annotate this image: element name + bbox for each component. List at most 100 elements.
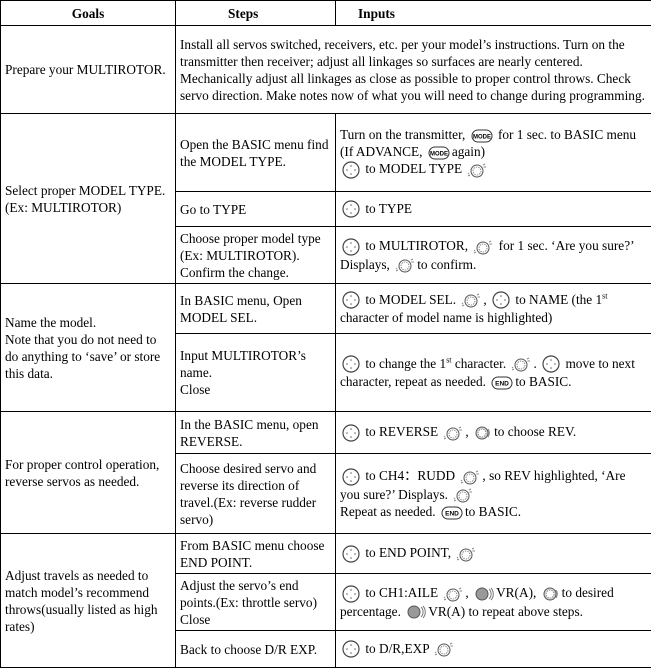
- table-row: Prepare your MULTIROTOR. Install all serv…: [0, 25, 651, 114]
- input-text: to desired percentage.: [340, 584, 614, 619]
- dpad-icon: [542, 355, 560, 374]
- end-button-icon: END: [491, 376, 513, 390]
- step-cell: Choose proper model type (Ex: MULTIROTOR…: [175, 226, 336, 284]
- svg-text:END: END: [495, 381, 509, 388]
- input-text: to confirm.: [417, 256, 477, 272]
- step-cell: Go to TYPE: [175, 191, 336, 227]
- inputs-cell: to MODEL SEL. , to NAME (the 1st charact…: [335, 283, 651, 334]
- table-row: Go to TYPE to TYPE: [1, 191, 651, 227]
- header-steps: Steps: [175, 0, 336, 26]
- input-text: VR(A),: [496, 584, 540, 600]
- dpad-icon: [342, 467, 360, 486]
- input-text: Install all servos switched, receivers, …: [180, 36, 645, 103]
- step-cell: In BASIC menu, Open MODEL SEL.: [175, 283, 336, 334]
- input-text: Turn on the transmitter,: [340, 127, 469, 143]
- inputs-cell: to D/R,EXP: [335, 630, 651, 668]
- svg-text:END: END: [445, 511, 459, 518]
- input-text: to NAME (the 1: [512, 291, 603, 307]
- superscript: st: [602, 291, 608, 301]
- push-dial-icon: [467, 162, 487, 178]
- end-button-icon: END: [441, 506, 463, 520]
- table-row: Adjust travels as needed to match model’…: [0, 533, 651, 668]
- input-text: to change the 1: [362, 355, 447, 371]
- step-cell: Back to choose D/R EXP.: [175, 630, 336, 668]
- input-text: .: [533, 355, 541, 371]
- goal-cell: Adjust travels as needed to match model’…: [0, 533, 176, 668]
- dpad-icon: [492, 291, 510, 310]
- step-cell: Adjust the servo’s end points.(Ex: throt…: [175, 573, 336, 631]
- input-text: to D/R,EXP: [362, 640, 433, 656]
- svg-text:MODE: MODE: [430, 151, 448, 157]
- input-text: ,: [465, 584, 473, 600]
- dpad-icon: [342, 161, 360, 179]
- dpad-icon: [342, 237, 360, 256]
- mode-button-icon: MODE: [471, 129, 493, 143]
- inputs-cell: to CH4：RUDD , so REV highlighted, ‘Are y…: [335, 453, 651, 534]
- input-text: character.: [451, 355, 510, 371]
- input-text: for 1 sec. to BASIC menu (If ADVANCE,: [340, 127, 637, 160]
- input-text: Repeat as needed.: [340, 504, 439, 520]
- inputs-cell: to CH1:AILE , VR(A), to desired percenta…: [335, 573, 651, 631]
- input-text: to BASIC.: [464, 504, 522, 520]
- vr-knob-icon: [474, 586, 494, 602]
- dpad-icon: [342, 584, 360, 603]
- push-dial-icon: [511, 356, 531, 372]
- svg-text:MODE: MODE: [473, 134, 491, 140]
- dpad-icon: [342, 200, 360, 219]
- table-row: Select proper MODEL TYPE. (Ex: MULTIROTOR…: [0, 113, 651, 284]
- rotary-dial-icon: [474, 425, 492, 441]
- inputs-cell: to MULTIROTOR, for 1 sec. ‘Are you sure?…: [335, 226, 651, 284]
- input-text: to MODEL SEL.: [362, 291, 460, 307]
- inputs-cell: to change the 1st character. . move to n…: [335, 333, 651, 412]
- inputs-cell: to TYPE: [335, 191, 651, 227]
- input-text: to BASIC.: [515, 374, 572, 390]
- table-row: For proper control operation, reverse se…: [0, 411, 651, 534]
- input-text: VR(A) to repeat above steps.: [428, 603, 583, 619]
- push-dial-icon: [461, 292, 481, 308]
- input-text: ,: [465, 424, 473, 440]
- table-row: Adjust the servo’s end points.(Ex: throt…: [1, 573, 651, 631]
- goal-cell: For proper control operation, reverse se…: [0, 411, 176, 534]
- input-text: to TYPE: [362, 200, 412, 216]
- header-goals: Goals: [0, 0, 176, 26]
- push-dial-icon: [456, 546, 476, 562]
- goal-cell: Name the model. Note that you do not need…: [0, 283, 176, 412]
- input-text: move to next character, repeat as needed…: [340, 355, 635, 390]
- push-dial-icon: [443, 586, 463, 602]
- goal-cell: Prepare your MULTIROTOR.: [0, 25, 176, 114]
- goal-cell: Select proper MODEL TYPE. (Ex: MULTIROTOR…: [0, 113, 176, 284]
- step-cell: Input MULTIROTOR’s name. Close: [175, 333, 336, 412]
- dpad-icon: [342, 545, 360, 563]
- input-text: to REVERSE: [362, 424, 442, 440]
- input-text: to MODEL TYPE: [362, 161, 466, 177]
- step-cell: In the BASIC menu, open REVERSE.: [175, 411, 336, 454]
- superscript: st: [446, 355, 452, 365]
- dpad-icon: [342, 424, 360, 442]
- step-cell: Open the BASIC menu find the MODEL TYPE.: [175, 113, 336, 192]
- inputs-cell: Turn on the transmitter, MODE for 1 sec.…: [335, 113, 651, 192]
- rotary-dial-icon: [542, 586, 560, 602]
- table-row: Name the model. Note that you do not need…: [0, 283, 651, 412]
- input-text: character of model name is highlighted): [340, 310, 553, 326]
- inputs-cell: to REVERSE , to choose REV.: [335, 411, 651, 454]
- input-text: again): [451, 144, 486, 160]
- input-text: for 1 sec. ‘Are you sure?’ Displays,: [340, 237, 634, 272]
- header-row: Goals Steps Inputs: [0, 0, 651, 26]
- input-text: to CH4：RUDD: [362, 467, 459, 483]
- push-dial-icon: [453, 487, 473, 503]
- push-dial-icon: [473, 239, 493, 255]
- input-text: ,: [483, 291, 491, 307]
- vr-knob-icon: [406, 604, 427, 620]
- table-row: Input MULTIROTOR’s name. Close to change …: [1, 333, 651, 412]
- dpad-icon: [342, 640, 360, 659]
- input-text: to choose REV.: [494, 424, 577, 440]
- push-dial-icon: [395, 257, 415, 273]
- dpad-icon: [342, 291, 360, 310]
- push-dial-icon: [443, 425, 463, 441]
- header-inputs: Inputs: [335, 0, 651, 26]
- inputs-cell: to END POINT,: [335, 533, 651, 574]
- input-text: , so REV highlighted, ‘Are you sure?’ Di…: [340, 467, 626, 502]
- input-text: to CH1:AILE: [362, 584, 442, 600]
- table-row: Choose proper model type (Ex: MULTIROTOR…: [1, 226, 651, 284]
